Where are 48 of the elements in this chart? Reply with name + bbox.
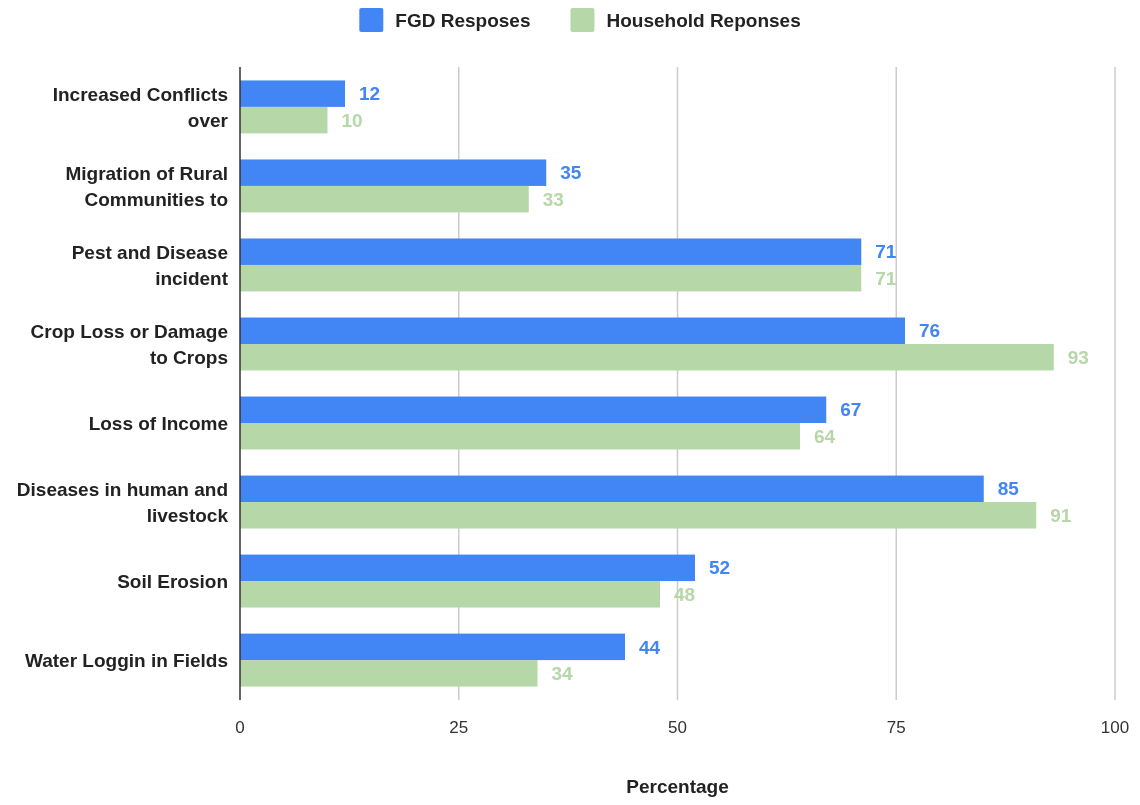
bar xyxy=(240,554,695,582)
y-tick-label: Soil Erosion xyxy=(117,570,228,592)
x-axis-title: Percentage xyxy=(626,776,729,797)
bar xyxy=(240,475,984,503)
bar xyxy=(240,581,660,608)
data-label: 91 xyxy=(1050,504,1072,526)
bar xyxy=(240,317,905,344)
data-label: 64 xyxy=(814,425,836,447)
data-label: 34 xyxy=(551,662,574,684)
data-label: 67 xyxy=(840,399,862,421)
legend-label: Household Reponses xyxy=(606,9,801,31)
data-label: 71 xyxy=(875,241,897,263)
bar xyxy=(240,343,1054,371)
data-label: 93 xyxy=(1067,346,1089,368)
legend-label: FGD Resposes xyxy=(395,9,531,31)
y-tick-label: Loss of Income xyxy=(88,412,228,434)
bar xyxy=(240,159,547,186)
x-tick-label: 25 xyxy=(449,718,469,737)
bar xyxy=(240,106,328,134)
x-tick-label: 100 xyxy=(1100,718,1130,737)
data-label: 85 xyxy=(997,478,1020,500)
data-label: 71 xyxy=(875,267,897,289)
y-tick-label: Crop Loss or Damage to Crops xyxy=(30,320,228,368)
y-tick-label: Migration of Rural Communities to xyxy=(65,162,228,210)
x-tick-label: 50 xyxy=(668,718,687,737)
data-label: 44 xyxy=(639,636,661,658)
bar xyxy=(240,660,538,687)
data-label: 48 xyxy=(674,583,696,605)
data-label: 35 xyxy=(560,162,582,184)
y-tick-label: Water Loggin in Fields xyxy=(24,649,228,671)
data-label: 10 xyxy=(341,109,363,131)
data-label: 33 xyxy=(542,188,564,210)
bar xyxy=(240,502,1037,529)
data-label: 52 xyxy=(709,557,731,579)
y-tick-label: Pest and Disease incident xyxy=(71,241,229,289)
bar xyxy=(240,423,800,450)
x-tick-label: 0 xyxy=(235,718,245,737)
bar xyxy=(240,238,862,265)
bar xyxy=(240,80,345,107)
data-label: 12 xyxy=(359,83,381,105)
bar xyxy=(240,633,625,661)
data-label: 76 xyxy=(919,320,941,342)
bar xyxy=(240,396,827,424)
bar xyxy=(240,185,529,213)
y-tick-label: Increased Conflicts over xyxy=(52,83,229,131)
y-tick-label: Diseases in human and livestock xyxy=(16,478,229,526)
bar xyxy=(240,264,862,292)
x-tick-label: 75 xyxy=(886,718,906,737)
